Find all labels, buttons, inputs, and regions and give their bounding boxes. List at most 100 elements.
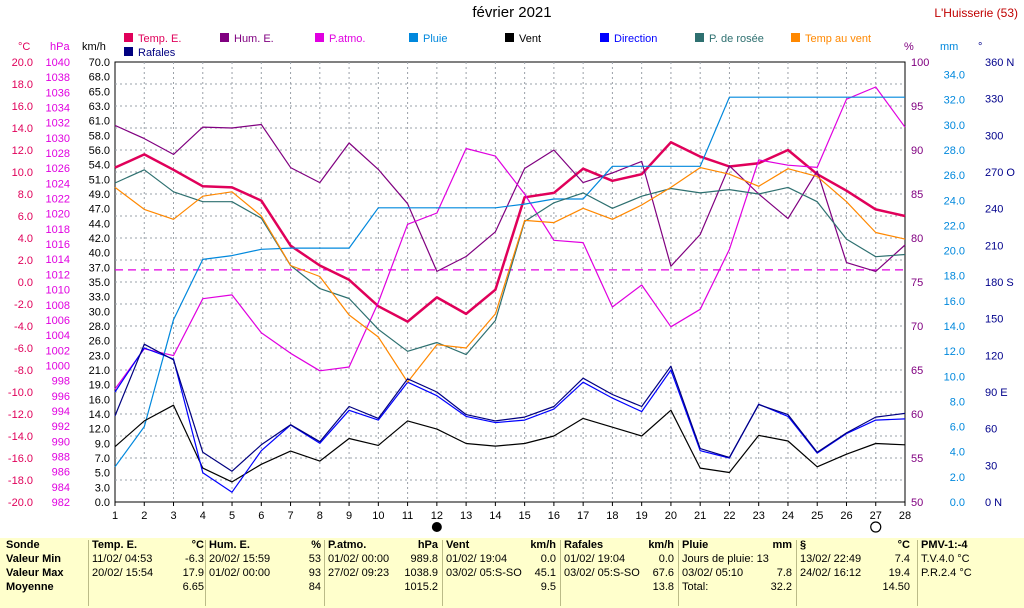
series-line: [114, 169, 906, 356]
wind-tick-label: 42.0: [89, 233, 110, 245]
summary-cell-value: 45.1: [534, 567, 556, 579]
direction-tick-label: 0 N: [985, 497, 1002, 509]
summary-label-min: Valeur Min: [6, 553, 62, 565]
x-tick-label: 1: [112, 510, 118, 522]
summary-panel: Sonde Valeur Min Valeur Max Moyenne Temp…: [0, 538, 1024, 608]
rain-tick-label: 12.0: [944, 346, 965, 358]
temp-tick-label: -2.0: [14, 299, 33, 311]
wind-tick-label: 37.0: [89, 262, 110, 274]
wind-tick-label: 65.0: [89, 86, 110, 98]
summary-cell-date: 03/02/ 05:S-SO: [564, 567, 640, 579]
series-line: [114, 343, 906, 472]
rain-unit-label: mm: [940, 41, 958, 53]
x-tick-label: 2: [141, 510, 147, 522]
summary-cell-date: 24/02/ 16:12: [800, 567, 862, 579]
rain-tick-label: 32.0: [944, 95, 965, 107]
summary-cell: 11/02/ 04:53 -6.3: [92, 552, 204, 566]
wind-tick-label: 26.0: [89, 336, 110, 348]
summary-column-header: Hum. E.%: [209, 538, 321, 552]
x-tick-label: 7: [287, 510, 293, 522]
rain-tick-label: 6.0: [950, 422, 965, 434]
summary-cell: 20/02/ 15:54 17.9: [92, 566, 204, 580]
wind-tick-label: 33.0: [89, 292, 110, 304]
temp-tick-label: 2.0: [18, 255, 33, 267]
summary-separator: [442, 540, 443, 606]
summary-column-header: Temp. E. °C: [92, 538, 204, 552]
summary-column-unit: km/h: [530, 539, 556, 551]
rain-tick-label: 4.0: [950, 447, 965, 459]
summary-cell-value: 32.2: [770, 581, 792, 593]
humidity-tick-label: 95: [911, 101, 923, 113]
humidity-tick-label: 70: [911, 321, 923, 333]
pressure-tick-label: 1012: [46, 269, 70, 281]
pressure-tick-label: 992: [52, 421, 70, 433]
summary-cell-value: 93: [308, 567, 321, 579]
temp-tick-label: 16.0: [12, 101, 33, 113]
station-name: L'Huisserie (53): [934, 6, 1018, 20]
summary-separator: [324, 540, 325, 606]
x-tick-label: 27: [870, 510, 882, 522]
wind-tick-label: 5.0: [95, 468, 110, 480]
wind-tick-label: 68.0: [89, 72, 110, 84]
summary-column-name: §: [800, 539, 807, 551]
summary-cell-date: 01/02/ 00:00: [328, 553, 390, 565]
summary-cell-date: Total:: [682, 581, 709, 593]
summary-cell: 03/02/ 05:S-SO 67.6: [564, 566, 674, 580]
temp-tick-label: 10.0: [12, 167, 33, 179]
wind-tick-label: 61.0: [89, 116, 110, 128]
direction-tick-label: 240: [985, 204, 1003, 216]
pressure-tick-label: 996: [52, 391, 70, 403]
temp-tick-label: 0.0: [18, 277, 33, 289]
direction-unit-label: °: [978, 41, 982, 53]
humidity-tick-label: 85: [911, 189, 923, 201]
rain-tick-label: 30.0: [944, 120, 965, 132]
wind-tick-label: 40.0: [89, 248, 110, 260]
humidity-tick-label: 75: [911, 277, 923, 289]
summary-column-header: Rafales km/h: [564, 538, 674, 552]
pressure-tick-label: 1036: [46, 87, 70, 99]
summary-column: § °C 13/02/ 22:49 7.4 24/02/ 16:12 19.4 14.50: [800, 538, 910, 608]
x-tick-label: 28: [899, 510, 911, 522]
legend-swatch: [695, 33, 704, 42]
pressure-tick-label: 994: [52, 406, 70, 418]
summary-column-unit: hPa: [417, 539, 438, 551]
summary-cell-date: 01/02/ 19:04: [446, 553, 508, 565]
series-line: [114, 123, 906, 272]
summary-column-unit: mm: [772, 539, 792, 551]
summary-cell-value: 19.4: [888, 567, 910, 579]
summary-column-name: Hum. E.: [209, 539, 250, 551]
summary-separator: [560, 540, 561, 606]
x-tick-label: 11: [402, 510, 413, 522]
rain-tick-label: 16.0: [944, 296, 965, 308]
summary-column: P.atmo. hPa 01/02/ 00:00 989.8 27/02/ 09:23 1…: [328, 538, 438, 608]
summary-cell-date: 13/02/ 22:49: [800, 553, 862, 565]
direction-tick-label: 180 S: [985, 277, 1014, 289]
x-tick-label: 14: [489, 510, 501, 522]
rain-tick-label: 18.0: [944, 271, 965, 283]
temp-tick-label: -8.0: [14, 365, 33, 377]
summary-cell-value: 989.8: [410, 553, 438, 565]
pressure-tick-label: 1014: [46, 254, 70, 266]
direction-tick-label: 150: [985, 314, 1003, 326]
summary-cell: 84: [209, 580, 321, 594]
x-tick-label: 4: [200, 510, 206, 522]
direction-tick-label: 360 N: [985, 57, 1014, 69]
summary-cell-value: 17.9: [182, 567, 204, 579]
wind-tick-label: 23.0: [89, 350, 110, 362]
rain-tick-label: 0.0: [950, 497, 965, 509]
wind-tick-label: 51.0: [89, 174, 110, 186]
pressure-tick-label: 1006: [46, 315, 70, 327]
direction-tick-label: 90 E: [985, 387, 1008, 399]
summary-separator: [678, 540, 679, 606]
summary-pmv: PMV-1:-4 T.V.4.0 °C P.R.2.4 °C: [921, 538, 1021, 608]
rain-tick-label: 26.0: [944, 170, 965, 182]
rain-tick-label: 10.0: [944, 371, 965, 383]
wind-tick-label: 16.0: [89, 394, 110, 406]
temp-tick-label: -20.0: [8, 497, 33, 509]
temp-tick-label: 4.0: [18, 233, 33, 245]
summary-cell-date: 11/02/ 04:53: [92, 553, 153, 565]
series-line: [114, 86, 906, 390]
pressure-tick-label: 982: [52, 497, 70, 509]
direction-tick-label: 60: [985, 424, 997, 436]
summary-cell-value: -6.3: [185, 553, 204, 565]
